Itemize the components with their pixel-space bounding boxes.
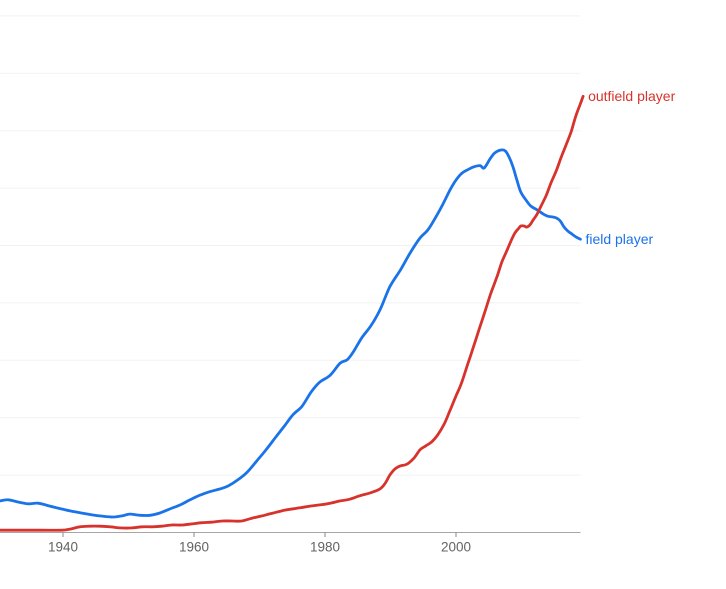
x-axis-tick-label: 1940 [48,540,78,555]
series-end-label-field-player[interactable]: field player [585,231,654,248]
series-line-field-player[interactable] [0,148,582,519]
x-axis-tick-label: 1960 [179,540,209,555]
series-end-label-outfield-player[interactable]: outfield player [588,88,676,105]
series-line-outfield-player[interactable] [0,94,585,532]
x-axis-tick-label: 2000 [441,540,471,555]
x-axis-tick-label: 1980 [310,540,340,555]
